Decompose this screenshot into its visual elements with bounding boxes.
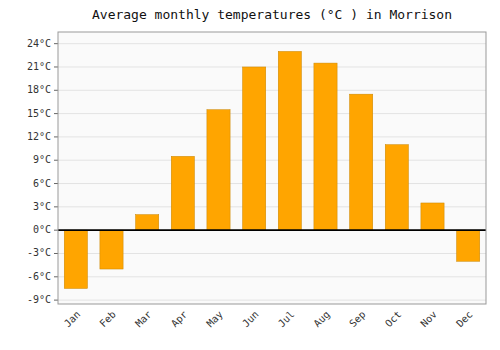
tick-mark [54, 43, 58, 44]
tick-mark [54, 206, 58, 207]
bar [100, 230, 123, 269]
tick-label: Aug [311, 309, 332, 330]
tick-label: -9°C [27, 294, 51, 305]
tick-mark [54, 276, 58, 277]
tick-label: 9°C [33, 154, 51, 165]
tick-label: Oct [383, 309, 404, 330]
grid-line [58, 276, 486, 277]
grid-line [58, 66, 486, 67]
bar [243, 67, 266, 230]
tick-label: 3°C [33, 201, 51, 212]
tick-label: -3°C [27, 247, 51, 258]
x-axis: Jan Feb Mar Apr May Jun Jul Aug Sep Oct Nov Dec [62, 309, 475, 330]
tick-mark [54, 253, 58, 254]
tick-label: Jan [62, 309, 83, 330]
tick-label: 18°C [27, 84, 51, 95]
tick-mark [54, 113, 58, 114]
tick-label: 6°C [33, 178, 51, 189]
tick-label: Sep [347, 309, 368, 330]
chart-svg: -9°C -6°C -3°C 0°C 3°C 6°C 9°C 12°C 15°C 18°C 21°C… [0, 0, 500, 350]
tick-label: 24°C [27, 38, 51, 49]
y-axis: -9°C -6°C -3°C 0°C 3°C 6°C 9°C 12°C 15°C 18°C 21°C… [27, 38, 58, 305]
tick-label: -6°C [27, 271, 51, 282]
bar [64, 230, 87, 288]
grid-line [58, 136, 486, 137]
chart-container: -9°C -6°C -3°C 0°C 3°C 6°C 9°C 12°C 15°C 18°C 21°C… [0, 0, 500, 350]
tick-mark [54, 160, 58, 161]
tick-mark [54, 183, 58, 184]
tick-label: May [204, 309, 225, 330]
bar [171, 156, 194, 230]
bars [58, 51, 486, 288]
bar [350, 94, 373, 230]
bar [421, 203, 444, 230]
tick-label: 12°C [27, 131, 51, 142]
tick-label: Apr [169, 309, 190, 330]
tick-label: Nov [418, 309, 439, 330]
tick-mark [54, 300, 58, 301]
grid-line [58, 160, 486, 161]
grid-line [58, 230, 486, 231]
tick-label: Feb [97, 309, 118, 330]
tick-mark [54, 90, 58, 91]
bar [207, 110, 230, 230]
tick-label: Dec [454, 309, 475, 330]
grid-line [58, 113, 486, 114]
zero-line [58, 229, 486, 231]
tick-label: Jun [240, 309, 261, 330]
tick-mark [54, 66, 58, 67]
tick-label: 15°C [27, 108, 51, 119]
grid-line [58, 183, 486, 184]
plot-frame [58, 32, 486, 304]
bar [385, 145, 408, 230]
title: Average monthly temperatures (°C ) in Mo… [92, 7, 452, 22]
grid-line [58, 43, 486, 44]
bar [278, 51, 301, 230]
bar [457, 230, 480, 261]
tick-mark [54, 230, 58, 231]
tick-mark [54, 136, 58, 137]
bar [136, 215, 159, 231]
bar [314, 63, 337, 230]
grid-line [58, 90, 486, 91]
grid-line [58, 300, 486, 301]
tick-label: Jul [276, 309, 297, 330]
tick-label: Mar [133, 309, 154, 330]
tick-label: 0°C [33, 224, 51, 235]
tick-label: 21°C [27, 61, 51, 72]
plot-area [58, 32, 486, 304]
